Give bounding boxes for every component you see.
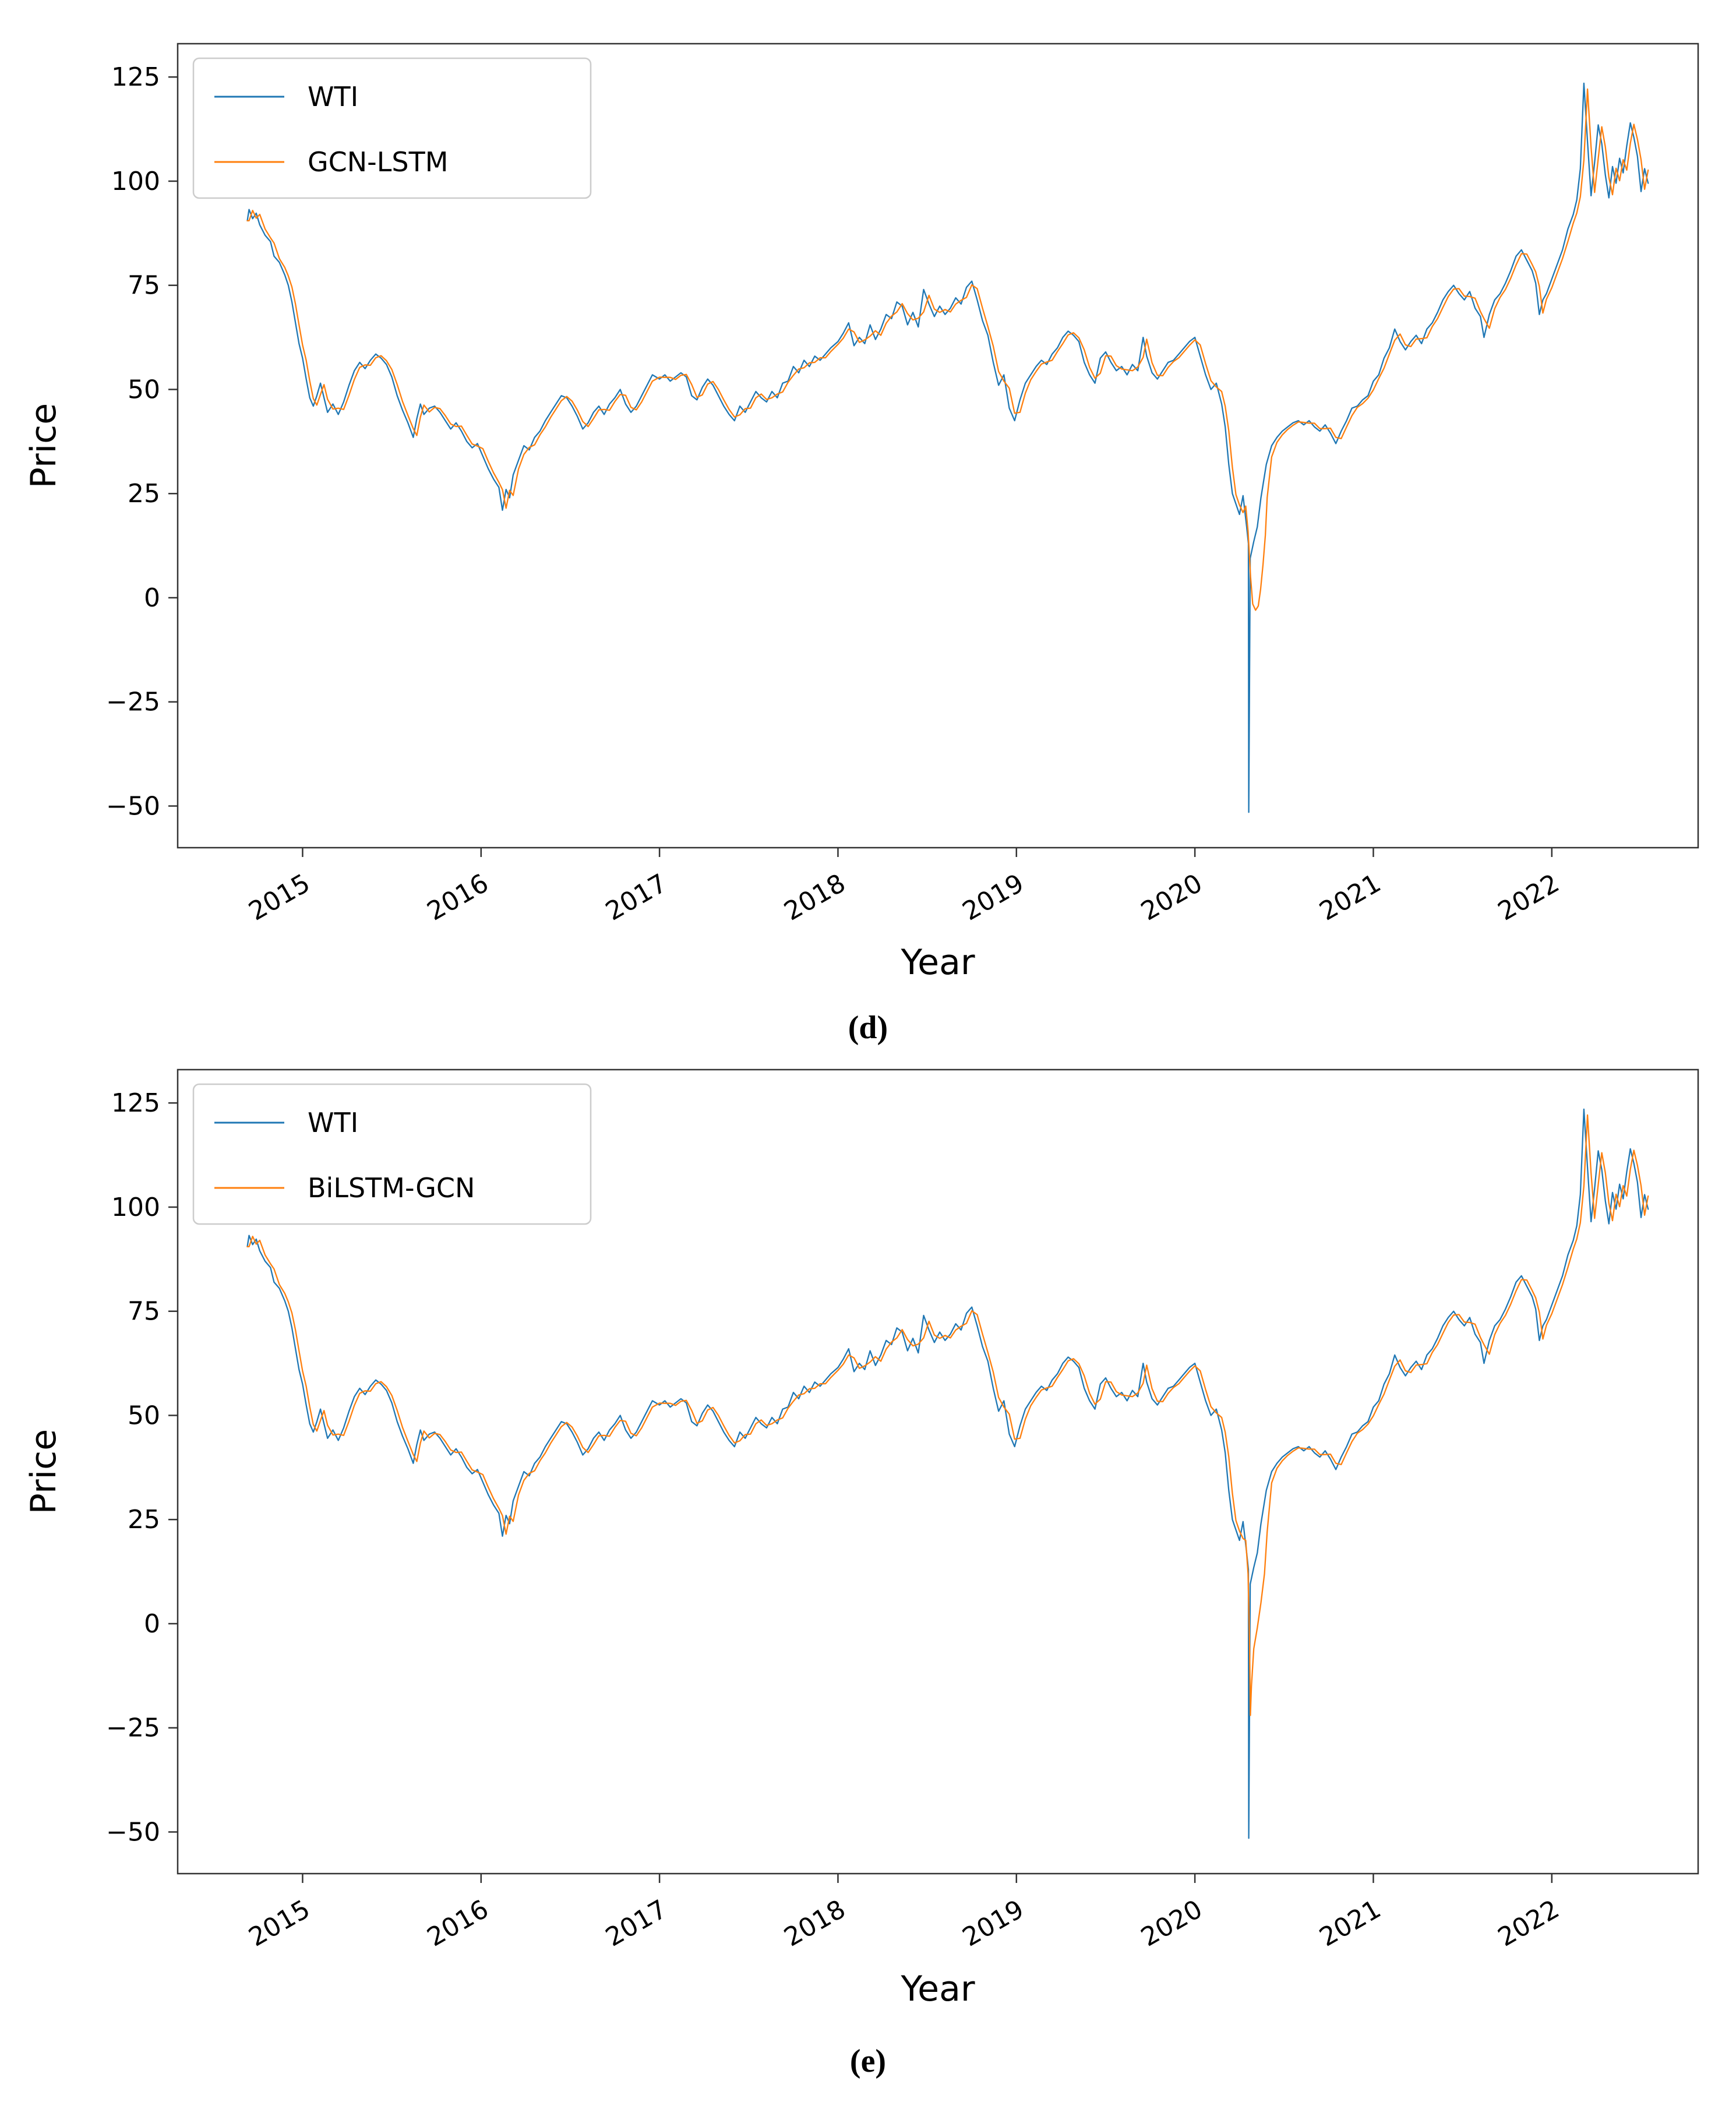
legend-label: WTI <box>308 81 358 112</box>
x-tick-label: 2017 <box>601 868 672 926</box>
x-tick-label: 2018 <box>779 868 850 926</box>
wti-line <box>246 82 1649 813</box>
legend-label: BiLSTM-GCN <box>308 1172 475 1204</box>
chart-e: 2015 2016 2017 2018 2019 2020 2021 2022 −50 −25 0 2… <box>23 1068 1699 2079</box>
wti-line <box>246 1108 1649 1839</box>
y-tick-label: 100 <box>111 167 160 196</box>
x-tick-label: 2021 <box>1314 868 1385 926</box>
x-tick-label: 2022 <box>1493 868 1564 926</box>
x-axis-title: Year <box>900 942 975 983</box>
y-tick-label: 125 <box>111 1088 160 1118</box>
caption-e: (e) <box>850 2043 886 2079</box>
y-tick-label: 25 <box>128 1505 160 1535</box>
y-tick-label: 75 <box>128 271 160 301</box>
legend-label: GCN-LSTM <box>308 146 448 178</box>
y-axis-title: Price <box>23 1429 64 1514</box>
chart-d-plot: 2015 2016 2017 2018 2019 2020 2021 2022 −50 −25 0 2… <box>23 43 1699 983</box>
caption-d: (d) <box>848 1010 888 1046</box>
y-tick-label: 50 <box>128 1401 160 1430</box>
legend-box <box>192 57 592 199</box>
y-tick-label: −50 <box>106 1817 160 1847</box>
y-tick-label: 75 <box>128 1297 160 1327</box>
y-tick-label: −25 <box>106 687 160 717</box>
y-tick-label: −25 <box>106 1713 160 1743</box>
x-tick-label: 2017 <box>601 1894 672 1952</box>
x-tick-label: 2020 <box>1136 868 1207 926</box>
y-tick-label: 100 <box>111 1193 160 1222</box>
y-tick-label: 125 <box>111 62 160 92</box>
y-axis-title: Price <box>23 403 64 488</box>
x-tick-label: 2015 <box>244 1894 315 1952</box>
x-axis-title: Year <box>900 1969 975 2009</box>
x-tick-label: 2020 <box>1136 1894 1207 1952</box>
x-tick-label: 2018 <box>779 1894 850 1952</box>
y-tick-label: 25 <box>128 479 160 509</box>
legend-label: WTI <box>308 1107 358 1138</box>
x-tick-label: 2016 <box>422 1894 493 1952</box>
y-tick-label: 0 <box>144 1609 160 1639</box>
chart-e-plot: 2015 2016 2017 2018 2019 2020 2021 2022 −50 −25 0 2… <box>23 1068 1699 2009</box>
x-tick-label: 2019 <box>958 868 1029 926</box>
chart-d: 2015 2016 2017 2018 2019 2020 2021 2022 −50 −25 0 2… <box>23 43 1699 1046</box>
y-tick-label: 50 <box>128 375 160 404</box>
prediction-line <box>246 1114 1649 1716</box>
x-tick-label: 2019 <box>958 1894 1029 1952</box>
legend-box <box>192 1083 592 1225</box>
x-tick-label: 2016 <box>422 868 493 926</box>
prediction-line <box>246 88 1649 611</box>
x-tick-label: 2021 <box>1314 1894 1385 1952</box>
y-tick-label: 0 <box>144 583 160 613</box>
x-tick-label: 2022 <box>1493 1894 1564 1952</box>
y-tick-label: −50 <box>106 791 160 821</box>
x-tick-label: 2015 <box>244 868 315 926</box>
